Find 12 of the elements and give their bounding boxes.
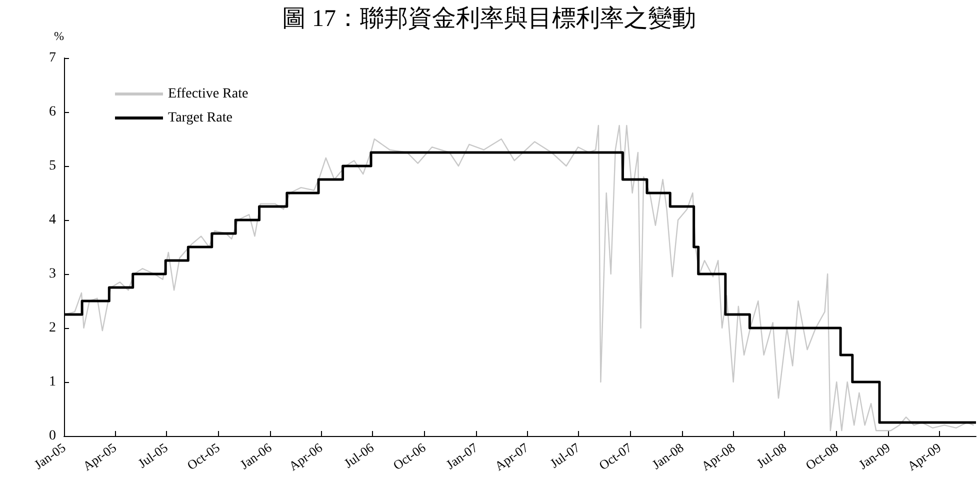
y-tick-label: 1: [49, 374, 56, 390]
y-tick-label: 2: [49, 320, 56, 336]
y-tick-label: 6: [49, 104, 56, 120]
y-tick-label: 7: [49, 50, 56, 66]
y-tick-label: 3: [49, 266, 56, 282]
legend-label: Target Rate: [168, 110, 232, 126]
y-tick-label: 4: [49, 212, 56, 228]
legend-label: Effective Rate: [168, 86, 248, 102]
y-axis-title: %: [54, 29, 64, 43]
y-tick-label: 5: [49, 158, 56, 174]
y-tick-label: 0: [49, 428, 56, 444]
chart-title: 圖 17：聯邦資金利率與目標利率之變動: [282, 5, 696, 32]
